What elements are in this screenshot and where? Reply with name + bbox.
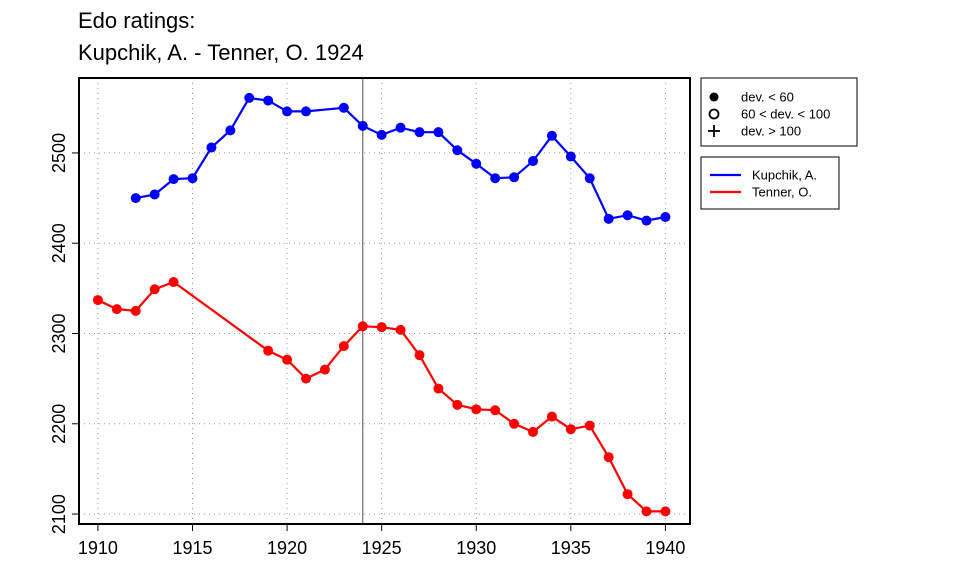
data-point [130, 305, 141, 316]
data-point [546, 411, 557, 422]
symbol-legend-label: dev. > 100 [741, 124, 801, 139]
x-tick-label: 1940 [645, 538, 685, 558]
x-tick-label: 1925 [362, 538, 402, 558]
axis-layer: 1910 1915 1920 1925 1930 1935 1940 2100 2200 2300… [49, 133, 685, 558]
data-point [130, 193, 141, 204]
data-point [471, 404, 482, 415]
grid-layer [79, 78, 690, 524]
data-point [187, 173, 198, 184]
data-point [376, 129, 387, 140]
data-point [641, 506, 652, 517]
data-point [263, 95, 274, 106]
data-point [414, 127, 425, 138]
data-point [300, 373, 311, 384]
x-tick-label: 1930 [456, 538, 496, 558]
data-point [206, 142, 217, 153]
data-point [527, 426, 538, 437]
y-tick-label: 2200 [49, 404, 69, 444]
data-point [471, 158, 482, 169]
data-point [509, 418, 520, 429]
data-point [149, 189, 160, 200]
series-layer [92, 92, 671, 517]
series-legend-label: Tenner, O. [752, 185, 812, 200]
data-point [357, 321, 368, 332]
series-line [97, 280, 666, 513]
data-point [546, 130, 557, 141]
data-point [376, 322, 387, 333]
data-point [565, 151, 576, 162]
data-point [452, 145, 463, 156]
data-point [338, 341, 349, 352]
data-point [509, 172, 520, 183]
data-point [584, 420, 595, 431]
x-tick-label: 1910 [78, 538, 118, 558]
plot-frame [78, 77, 691, 525]
data-point [338, 102, 349, 113]
data-point [282, 354, 293, 365]
x-tick-label: 1935 [551, 538, 591, 558]
data-point [319, 364, 330, 375]
data-point [622, 489, 633, 500]
data-point [641, 215, 652, 226]
data-point [527, 156, 538, 167]
data-point [395, 122, 406, 133]
y-tick-label: 2100 [49, 494, 69, 534]
chart-title-line2: Kupchik, A. - Tenner, O. 1924 [78, 40, 364, 65]
data-point [111, 304, 122, 315]
y-tick-label: 2500 [49, 133, 69, 173]
data-point [263, 345, 274, 356]
data-point [300, 106, 311, 117]
x-tick-label: 1920 [267, 538, 307, 558]
data-point [168, 277, 179, 288]
series-line [135, 96, 666, 222]
data-point [282, 106, 293, 117]
data-point [357, 120, 368, 131]
data-point [414, 350, 425, 361]
symbol-legend-label: 60 < dev. < 100 [741, 107, 830, 122]
data-point [225, 125, 236, 136]
series-legend-label: Kupchik, A. [752, 168, 817, 183]
data-point [433, 127, 444, 138]
x-tick-label: 1915 [172, 538, 212, 558]
data-point [244, 92, 255, 103]
series-1 [92, 277, 671, 517]
data-point [490, 405, 501, 416]
data-point [622, 210, 633, 221]
data-point [395, 324, 406, 335]
series-0 [130, 92, 671, 226]
y-tick-label: 2300 [49, 313, 69, 353]
data-point [149, 284, 160, 295]
data-point [584, 173, 595, 184]
symbol-legend-box [700, 77, 858, 147]
data-point [168, 174, 179, 185]
open-circle-icon [708, 108, 720, 120]
data-point [490, 173, 501, 184]
legend-layer: dev. < 60 60 < dev. < 100 dev. > 100 Kupchi… [700, 77, 858, 210]
data-point [433, 383, 444, 394]
data-point [660, 506, 671, 517]
chart-title-line1: Edo ratings: [78, 8, 196, 33]
filled-circle-icon [709, 92, 719, 102]
series-legend-box [700, 156, 840, 210]
symbol-legend-label: dev. < 60 [741, 90, 794, 105]
data-point [603, 213, 614, 224]
data-point [565, 424, 576, 435]
data-point [92, 295, 103, 306]
data-point [452, 399, 463, 410]
data-point [603, 452, 614, 463]
y-tick-label: 2400 [49, 223, 69, 263]
data-point [660, 212, 671, 223]
